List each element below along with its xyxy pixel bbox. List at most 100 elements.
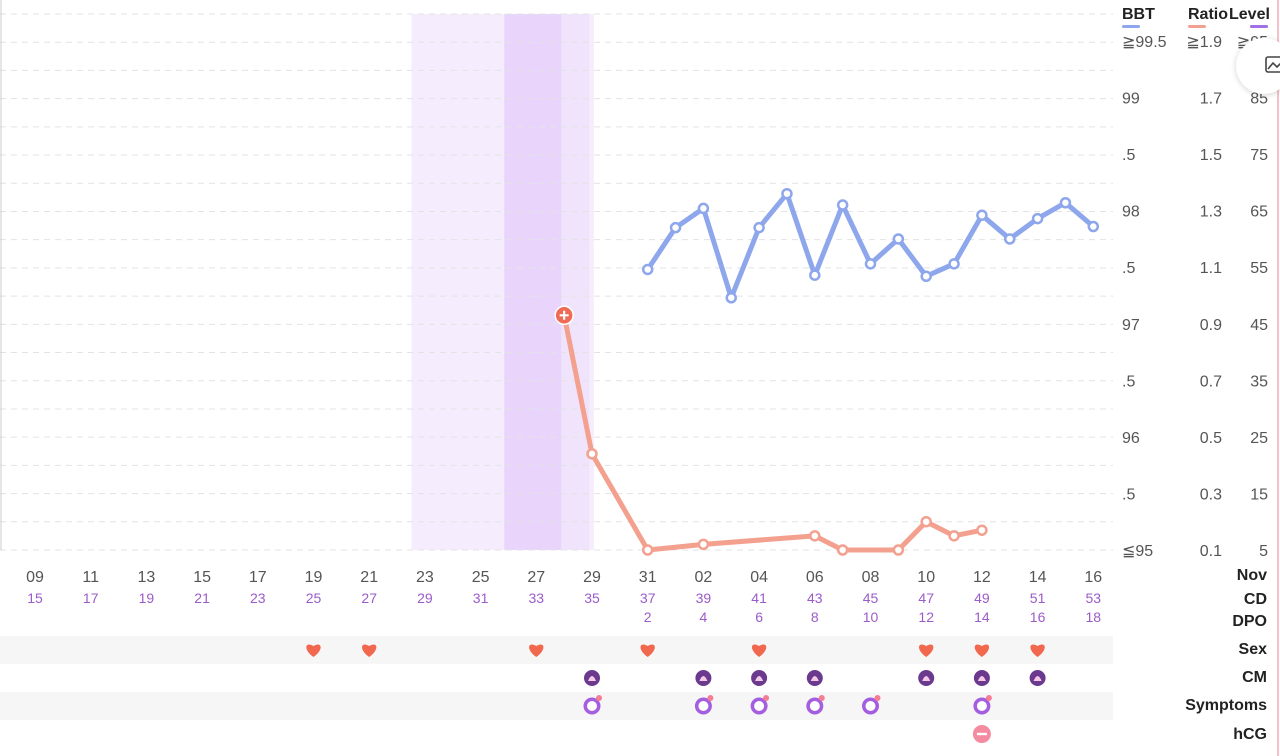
dpo-label: 8: [811, 609, 819, 625]
bbt-tick-label: .5: [1122, 147, 1135, 164]
cervical-mucus-icon[interactable]: [695, 670, 712, 686]
heart-icon[interactable]: [529, 644, 544, 657]
peak-plus-icon[interactable]: [554, 305, 574, 326]
cycle-day-label: 15: [27, 590, 43, 606]
heart-icon[interactable]: [306, 644, 321, 657]
bbt-point[interactable]: [753, 221, 765, 234]
date-label: 27: [527, 569, 545, 586]
ratio-point[interactable]: [948, 530, 960, 542]
cycle-day-label: 27: [361, 590, 377, 606]
heart-icon[interactable]: [1030, 644, 1045, 657]
cd-row-label: CD: [1244, 591, 1267, 608]
cervical-mucus-icon[interactable]: [973, 670, 990, 686]
ratio-header-swatch: [1188, 25, 1206, 28]
date-label: 29: [583, 569, 601, 586]
cervical-mucus-icon[interactable]: [751, 670, 768, 686]
axis-ticks: ≧99.5 99 .5 98 .5 97 .5 96 .5 ≦95 ≧1.9 1.7 1.5 1.3 1.1…: [1122, 34, 1268, 560]
bbt-point[interactable]: [1004, 233, 1016, 245]
ratio-point[interactable]: [976, 524, 988, 536]
dpo-label: 6: [755, 609, 763, 625]
bbt-point[interactable]: [1087, 220, 1100, 233]
chart-view-button[interactable]: [1236, 38, 1280, 94]
date-label: 04: [750, 569, 768, 586]
bbt-axis-header: BBT: [1122, 6, 1155, 23]
level-tick-label: 45: [1250, 317, 1268, 334]
bbt-point[interactable]: [641, 263, 654, 276]
ratio-axis-header: Ratio: [1188, 6, 1228, 23]
bbt-point[interactable]: [697, 202, 710, 215]
heart-icon[interactable]: [919, 644, 934, 657]
cervical-mucus-icon[interactable]: [806, 670, 823, 686]
date-label: 13: [138, 569, 156, 586]
symptoms-row-band: [0, 692, 1113, 720]
level-tick-label: 5: [1259, 543, 1268, 560]
bbt-point[interactable]: [892, 233, 905, 245]
date-label: 06: [806, 569, 824, 586]
level-tick-label: 15: [1250, 486, 1268, 503]
symptom-icon[interactable]: [862, 695, 881, 715]
post-peak-band: [561, 14, 590, 550]
bbt-point[interactable]: [836, 199, 849, 211]
bbt-tick-label: .5: [1122, 373, 1135, 390]
ratio-point[interactable]: [809, 530, 821, 542]
bbt-point[interactable]: [781, 187, 793, 200]
bbt-tick-label: 99: [1122, 91, 1140, 108]
ratio-point[interactable]: [641, 544, 654, 556]
ratio-point[interactable]: [697, 538, 710, 551]
symptom-icon[interactable]: [973, 695, 992, 715]
symptom-icon[interactable]: [750, 695, 770, 715]
bbt-point[interactable]: [1059, 196, 1072, 209]
bbt-point[interactable]: [809, 269, 821, 281]
dpo-label: 4: [700, 609, 708, 625]
cycle-day-label: 39: [696, 590, 712, 606]
date-label: 08: [862, 569, 880, 586]
symptom-icon[interactable]: [694, 695, 714, 715]
heart-icon[interactable]: [362, 644, 377, 657]
date-label: 31: [639, 569, 657, 586]
cycle-day-label: 29: [417, 590, 433, 606]
hcg-negative-icon[interactable]: [972, 725, 991, 743]
ratio-tick-label: 1.5: [1200, 147, 1222, 164]
level-tick-label: 65: [1250, 204, 1268, 221]
cycle-day-label: 31: [473, 590, 489, 606]
ratio-point[interactable]: [892, 544, 905, 556]
tracking-rows-background: [0, 636, 1113, 748]
bbt-point[interactable]: [1031, 212, 1044, 225]
symptom-icon[interactable]: [583, 695, 603, 715]
sex-row-band: [0, 636, 1113, 664]
symptom-icon[interactable]: [806, 695, 825, 715]
bbt-tick-label: 96: [1122, 430, 1140, 447]
date-label: 09: [26, 569, 44, 586]
cervical-mucus-icon[interactable]: [584, 670, 600, 686]
cm-row-band: [0, 664, 1113, 692]
bbt-point[interactable]: [920, 270, 932, 283]
ratio-point[interactable]: [586, 448, 598, 460]
bbt-point[interactable]: [948, 258, 960, 270]
bbt-point[interactable]: [669, 221, 682, 234]
heart-icon[interactable]: [640, 644, 655, 657]
bbt-point[interactable]: [976, 209, 988, 221]
cervical-mucus-icon[interactable]: [1029, 670, 1046, 686]
bbt-header-swatch: [1122, 25, 1140, 28]
ratio-tick-label: 0.7: [1200, 373, 1222, 390]
hcg-row-label: hCG: [1233, 726, 1267, 743]
cycle-day-label: 17: [83, 590, 99, 606]
heart-icon[interactable]: [751, 644, 767, 657]
cycle-day-label: 53: [1086, 590, 1102, 606]
ratio-point[interactable]: [836, 544, 849, 556]
cervical-mucus-icon[interactable]: [918, 670, 935, 686]
row-labels: Nov CD DPO Sex CM Symptoms hCG: [1185, 567, 1267, 743]
date-label: 15: [193, 569, 211, 586]
dpo-label: 14: [974, 609, 990, 625]
bbt-point[interactable]: [725, 292, 737, 304]
ratio-point[interactable]: [920, 515, 932, 528]
heart-icon[interactable]: [974, 644, 990, 657]
cycle-day-label: 25: [306, 590, 322, 606]
bbt-point[interactable]: [864, 258, 877, 270]
ratio-tick-label: 0.5: [1200, 430, 1222, 447]
bbt-tick-label: 97: [1122, 317, 1140, 334]
level-axis-header: Level: [1229, 6, 1270, 23]
date-label: 10: [917, 569, 935, 586]
bbt-series-line: [645, 191, 1096, 301]
level-tick-label: 85: [1250, 91, 1268, 108]
